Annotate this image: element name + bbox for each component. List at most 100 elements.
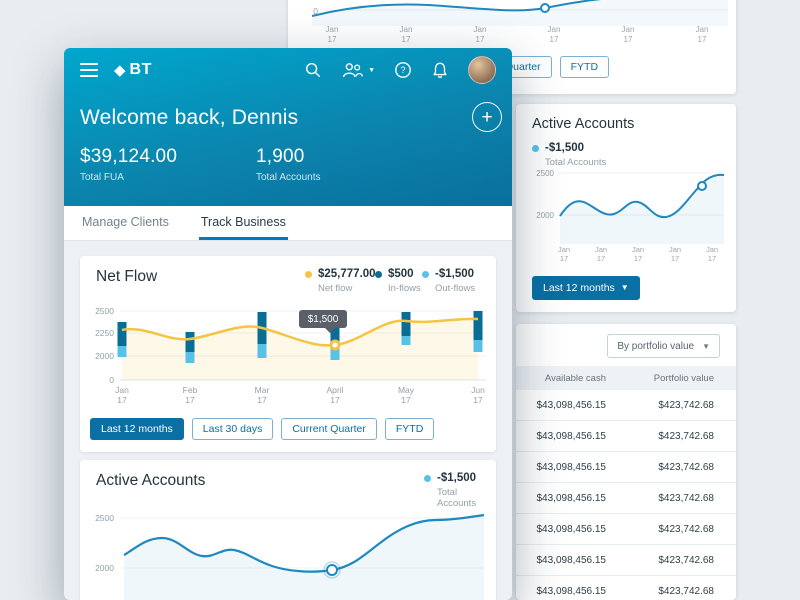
cell-portfolio-value: $423,742.68: [658, 554, 714, 566]
y-tick-label: 2000: [95, 563, 114, 573]
line-series: [123, 513, 485, 573]
y-tick-label: 2500: [536, 169, 554, 178]
stat-label: Total Accounts: [256, 172, 321, 183]
top-navigation-bar: ◆ BT ▼: [64, 48, 512, 92]
bar-out-flows[interactable]: [401, 336, 411, 345]
bar-in-flows[interactable]: [330, 310, 340, 348]
bar-out-flows[interactable]: [473, 340, 483, 352]
range-last-12-months-button[interactable]: Last 12 months ▼: [532, 276, 640, 300]
menu-icon[interactable]: [80, 63, 98, 77]
x-tick-label: Jan: [595, 245, 607, 254]
chevron-down-icon: ▼: [620, 283, 629, 292]
table-row[interactable]: $43,098,456.15 $423,742.68: [516, 576, 736, 600]
bar-in-flows[interactable]: [473, 311, 483, 340]
bar-out-flows[interactable]: [117, 346, 127, 357]
panel-title: Active Accounts: [532, 116, 635, 132]
x-tick-label: 17: [634, 254, 642, 263]
x-tick-label: Jan: [474, 25, 487, 34]
filter-last-30-days-button[interactable]: Last 30 days: [191, 418, 274, 440]
legend-value: $500: [388, 268, 414, 280]
cell-available-cash: $43,098,456.15: [536, 399, 606, 411]
x-tick-label: Jan: [115, 385, 129, 395]
table-row[interactable]: $43,098,456.15 $423,742.68: [516, 421, 736, 452]
bar-out-flows[interactable]: [257, 344, 267, 358]
column-header-available-cash: Available cash: [544, 372, 606, 384]
active-accounts-chart: 2500 2000: [95, 513, 486, 600]
panel-title: Net Flow: [96, 268, 158, 285]
top-chart: 0 Jan 17 Jan 17 Jan 17 Jan 17 Jan 17 Jan…: [311, 0, 728, 44]
table-row[interactable]: $43,098,456.15 $423,742.68: [516, 390, 736, 421]
x-tick-label: 17: [328, 35, 337, 44]
table-row[interactable]: $43,098,456.15 $423,742.68: [516, 514, 736, 545]
filter-fytd-button[interactable]: FYTD: [384, 418, 435, 440]
bar-in-flows[interactable]: [117, 322, 127, 346]
table-header: Available cash Portfolio value: [516, 366, 736, 390]
filter-last-12-months-button[interactable]: Last 12 months: [90, 418, 184, 440]
x-tick-label: 17: [330, 395, 340, 405]
x-tick-label: 17: [708, 254, 716, 263]
clients-icon[interactable]: ▼: [341, 62, 375, 79]
help-icon[interactable]: ?: [394, 61, 412, 79]
filter-current-quarter-button[interactable]: Current Quarter: [281, 418, 377, 440]
x-tick-label: 17: [401, 395, 411, 405]
app-window: ◆ BT ▼: [64, 48, 512, 600]
x-tick-label: Jan: [696, 25, 709, 34]
bar-in-flows[interactable]: [401, 312, 411, 336]
cell-portfolio-value: $423,742.68: [658, 585, 714, 597]
line-area-fill: [560, 174, 724, 244]
data-point-marker[interactable]: [697, 181, 707, 191]
legend-dot: [532, 145, 539, 152]
legend-dot-out-flows: [422, 271, 429, 278]
diamond-logo-icon: ◆: [114, 61, 126, 79]
legend-value: $25,777.00: [318, 268, 376, 280]
stat-total-fua: $39,124.00 Total FUA: [80, 146, 177, 183]
legend-label: Net flow: [318, 282, 353, 294]
legend-label: Total Accounts: [545, 156, 607, 168]
x-tick-label: Jan: [548, 25, 561, 34]
x-tick-label: Jan: [632, 245, 644, 254]
table-row[interactable]: $43,098,456.15 $423,742.68: [516, 452, 736, 483]
x-tick-label: Jan: [622, 25, 635, 34]
chevron-down-icon: ▼: [702, 341, 710, 351]
stat-total-accounts: 1,900 Total Accounts: [256, 146, 320, 183]
search-icon[interactable]: [304, 61, 322, 79]
x-tick-label: Jan: [669, 245, 681, 254]
x-tick-label: May: [398, 385, 415, 395]
legend-value: -$1,500: [435, 268, 475, 280]
x-tick-label: Mar: [255, 385, 270, 395]
y-tick-label: 2500: [95, 306, 114, 316]
data-point-marker[interactable]: [540, 3, 550, 13]
sort-by-dropdown[interactable]: By portfolio value ▼: [607, 334, 720, 358]
table-row[interactable]: $43,098,456.15 $423,742.68: [516, 545, 736, 576]
background-top-chart-card: 0 Jan 17 Jan 17 Jan 17 Jan 17 Jan 17 Jan…: [288, 0, 736, 94]
x-tick-label: Feb: [183, 385, 198, 395]
cell-available-cash: $43,098,456.15: [536, 554, 606, 566]
net-flow-marker[interactable]: [329, 339, 341, 351]
x-tick-label: 17: [597, 254, 605, 263]
bar-out-flows[interactable]: [330, 348, 340, 360]
data-point-marker[interactable]: [326, 564, 338, 576]
cell-available-cash: $43,098,456.15: [536, 461, 606, 473]
filter-fytd-button[interactable]: FYTD: [559, 56, 610, 78]
table-body: $43,098,456.15 $423,742.68 $43,098,456.15…: [516, 390, 736, 600]
x-tick-label: Jan: [326, 25, 339, 34]
bar-in-flows[interactable]: [185, 332, 195, 352]
net-flow-area-fill: [122, 318, 478, 380]
table-row[interactable]: $43,098,456.15 $423,742.68: [516, 483, 736, 514]
bar-out-flows[interactable]: [185, 352, 195, 363]
notifications-bell-icon[interactable]: [431, 61, 449, 80]
add-button[interactable]: +: [472, 102, 502, 132]
background-portfolio-table-card: By portfolio value ▼ Available cash Portf…: [516, 324, 736, 600]
svg-text:?: ?: [400, 65, 405, 75]
x-tick-label: 17: [698, 35, 707, 44]
avatar[interactable]: [468, 56, 496, 84]
active-accounts-panel: Active Accounts -$1,500 Total Accounts 2…: [80, 460, 496, 600]
y-tick-label: 2250: [95, 328, 114, 338]
x-tick-label: 17: [560, 254, 568, 263]
tab-manage-clients[interactable]: Manage Clients: [82, 214, 169, 229]
x-tick-label: 17: [257, 395, 267, 405]
legend-value: -$1,500: [437, 472, 477, 484]
tab-track-business[interactable]: Track Business: [198, 206, 288, 240]
cell-available-cash: $43,098,456.15: [536, 430, 606, 442]
